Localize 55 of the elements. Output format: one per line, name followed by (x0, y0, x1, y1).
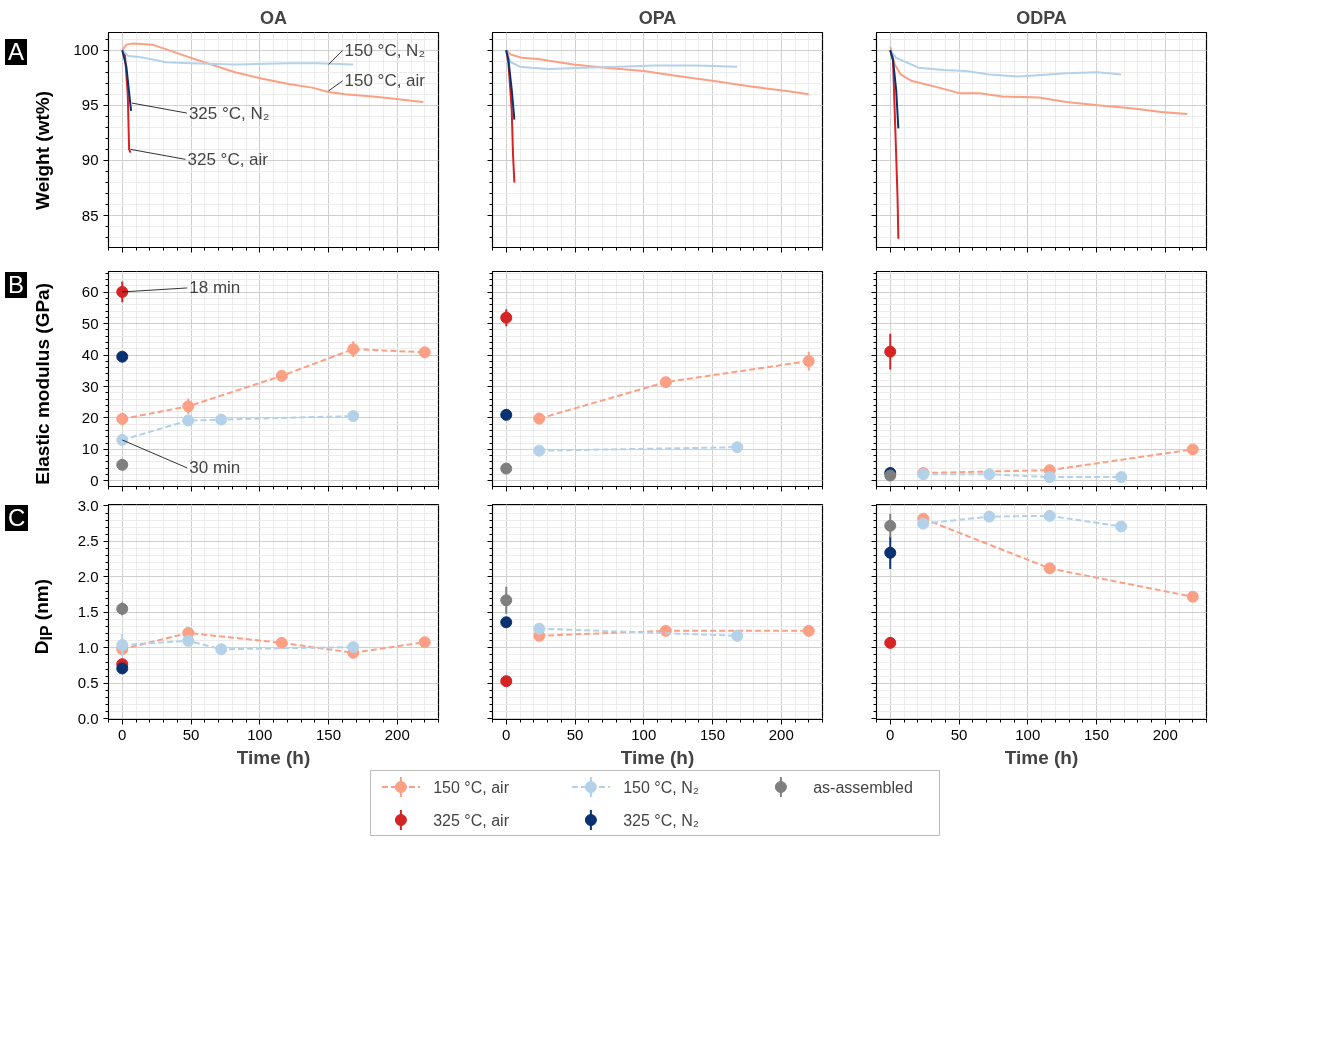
y-tick-label: 0 (90, 471, 99, 489)
x-tick-label: 200 (1152, 725, 1178, 743)
y-tick-label: 95 (81, 96, 99, 114)
x-tick-label: 150 (699, 725, 726, 743)
x-tick-label: 0 (502, 725, 511, 743)
chart-title: OPA (638, 7, 677, 28)
legend-label: 150 °C, N₂ (623, 778, 699, 796)
y-tick-label: 1.0 (77, 638, 99, 656)
annotation: 30 min (189, 458, 241, 478)
x-tick-label: 200 (384, 725, 410, 743)
legend-label: 325 °C, air (433, 811, 510, 829)
x-axis-title: Time (h) (236, 746, 311, 768)
y-tick-label: 40 (81, 346, 99, 364)
text: B (5, 271, 28, 298)
y-axis-title: Elastic modulus (GPa) (31, 282, 55, 485)
x-tick-label: 100 (247, 725, 273, 743)
chart-title: OA (260, 7, 287, 28)
x-tick-label: 150 (1083, 725, 1110, 743)
legend-label: as-assembled (813, 778, 913, 796)
annotation: 18 min (189, 278, 241, 298)
annotation: 325 °C, air (187, 149, 269, 169)
y-tick-label: 0.0 (77, 709, 99, 727)
text: A (5, 38, 28, 65)
x-axis-title: Time (h) (1004, 746, 1079, 768)
y-tick-label: 90 (81, 151, 99, 169)
x-tick-label: 100 (1015, 725, 1041, 743)
y-tick-label: 3.0 (77, 496, 99, 514)
x-tick-label: 50 (566, 725, 584, 743)
x-tick-label: 50 (950, 725, 968, 743)
annotation: 150 °C, air (344, 71, 426, 91)
y-tick-label: 100 (73, 41, 99, 59)
y-tick-label: 10 (81, 440, 99, 458)
annotation: 325 °C, N₂ (188, 103, 270, 123)
x-tick-label: 150 (315, 725, 342, 743)
x-tick-label: 0 (118, 725, 127, 743)
x-axis-title: Time (h) (620, 746, 695, 768)
y-tick-label: 2.0 (77, 567, 99, 585)
y-tick-label: 85 (81, 206, 99, 224)
y-tick-label: 50 (81, 314, 99, 332)
x-tick-label: 100 (631, 725, 657, 743)
text: C (5, 504, 29, 531)
y-tick-label: 30 (81, 377, 99, 395)
x-tick-label: 50 (182, 725, 200, 743)
x-tick-label: 200 (768, 725, 794, 743)
y-tick-label: 2.5 (77, 532, 99, 550)
legend-label: 150 °C, air (433, 778, 510, 796)
y-tick-label: 20 (81, 408, 99, 426)
y-axis-title: Weight (wt%) (31, 91, 55, 210)
y-tick-label: 60 (81, 283, 99, 301)
legend-label: 325 °C, N₂ (623, 811, 699, 829)
annotation: 150 °C, N₂ (344, 40, 425, 60)
x-tick-label: 0 (886, 725, 895, 743)
chart-title: ODPA (1016, 7, 1067, 28)
y-tick-label: 0.5 (77, 674, 99, 692)
y-tick-label: 1.5 (77, 603, 99, 621)
